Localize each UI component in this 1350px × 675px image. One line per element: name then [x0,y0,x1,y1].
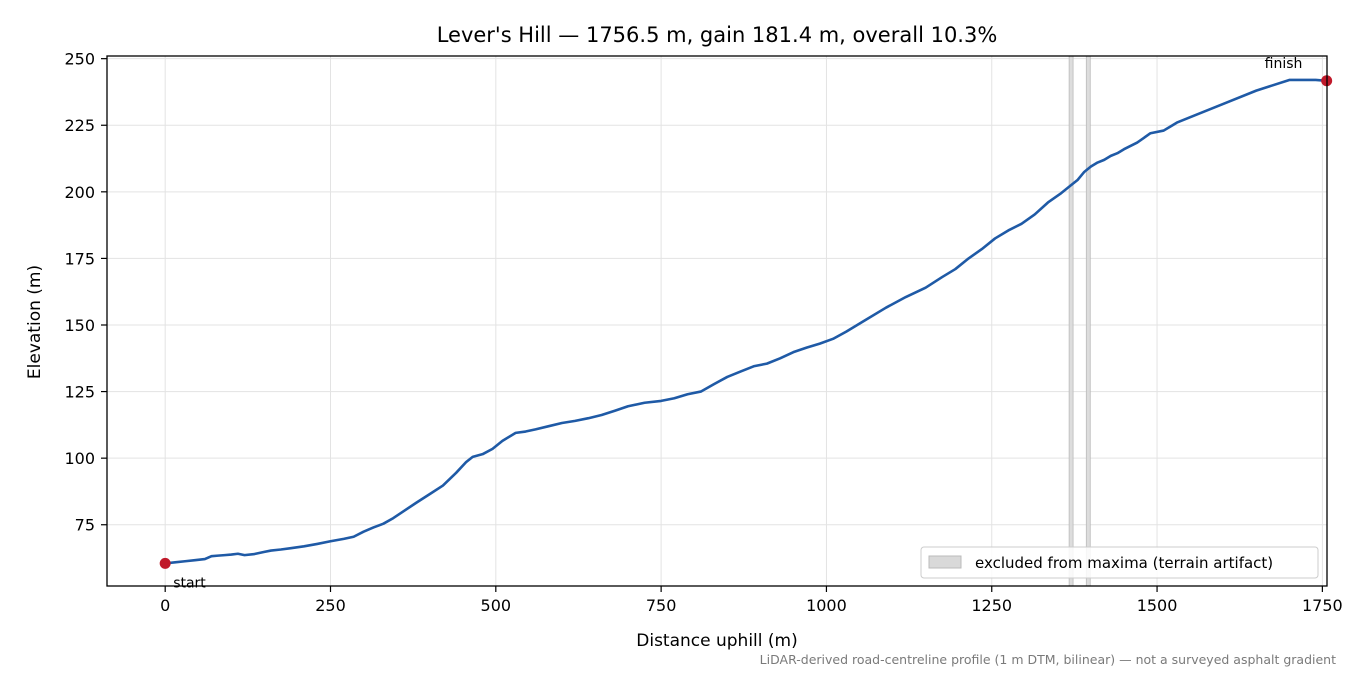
y-axis-label: Elevation (m) [25,265,45,379]
y-tick-label: 75 [75,516,95,535]
legend: excluded from maxima (terrain artifact) [920,546,1319,579]
x-tick-label: 1500 [1137,596,1178,615]
y-tick-label: 100 [64,449,95,468]
start-label: start [173,575,206,591]
finish-label: finish [1265,56,1303,72]
y-tick-label: 150 [64,316,95,335]
excluded-bands [1068,55,1091,587]
legend-box [920,546,1319,579]
start-marker [159,557,171,569]
y-tick-label: 200 [64,183,95,202]
x-tick-label: 1000 [806,596,847,615]
annotations: start finish [159,56,1333,591]
y-tick-label: 125 [64,383,95,402]
x-tick-label: 0 [160,596,170,615]
y-tick-label: 225 [64,116,95,135]
excluded-band [1085,55,1091,587]
x-tick-label: 500 [481,596,512,615]
y-tick-label: 250 [64,50,95,69]
chart-title: Lever's Hill — 1756.5 m, gain 181.4 m, o… [437,23,998,47]
grid [107,56,1327,586]
legend-entry: excluded from maxima (terrain artifact) [975,554,1273,572]
excluded-band [1068,55,1074,587]
y-tick-label: 175 [64,249,95,268]
series-layer [163,78,1328,565]
elevation-profile-line [163,78,1328,565]
legend-swatch [928,555,962,569]
x-tick-label: 250 [315,596,346,615]
x-tick-label: 1750 [1302,596,1343,615]
axis-ticks: 0 250 500 750 1000 1250 1500 1750 75 100 125 150 175… [64,50,1342,615]
footnote: LiDAR-derived road-centreline profile (1… [760,652,1336,667]
plot-frame [106,55,1328,587]
x-tick-label: 750 [646,596,677,615]
x-tick-label: 1250 [971,596,1012,615]
x-axis-label: Distance uphill (m) [636,631,797,651]
